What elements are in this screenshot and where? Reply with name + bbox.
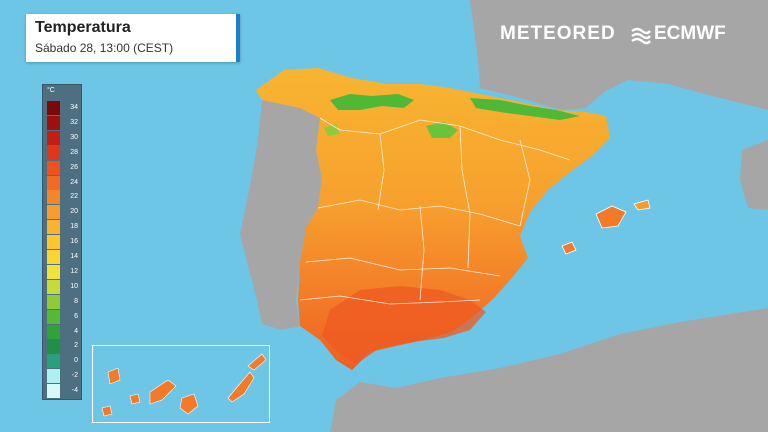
legend-label: 18 (70, 223, 78, 231)
legend-swatch (47, 294, 60, 309)
legend-swatch (47, 339, 60, 354)
ecmwf-wave-icon (631, 27, 651, 45)
legend-swatch (47, 130, 60, 145)
temperature-legend: °C 34 32 30 28 26 24 22 20 18 16 14 12 10 8 6 4 2 0 -2 -4 (42, 84, 82, 400)
legend-label: 22 (70, 193, 78, 201)
map-title: Temperatura (35, 19, 131, 36)
mallorca-island[interactable] (595, 205, 627, 229)
spain-land[interactable] (256, 68, 610, 370)
cantabrian-cool-zone (330, 94, 414, 110)
legend-label: 2 (74, 342, 78, 350)
legend-swatch (47, 324, 60, 339)
legend-swatch (47, 220, 60, 235)
portugal-land (240, 100, 322, 330)
legend-label: 0 (74, 357, 78, 365)
meteored-logo: METEORED (500, 23, 616, 44)
legend-swatch (47, 235, 60, 250)
sardinia-land (740, 140, 768, 210)
ecmwf-logo-text: ECMWF (654, 23, 726, 44)
title-card: Temperatura Sábado 28, 13:00 (CEST) (26, 14, 240, 62)
legend-swatch (47, 309, 60, 324)
legend-label: 28 (70, 148, 78, 156)
legend-label: 10 (70, 282, 78, 290)
legend-swatch (47, 384, 60, 399)
france-land (470, 0, 768, 110)
fuerteventura-island (227, 371, 255, 403)
canary-islands[interactable] (101, 353, 267, 417)
legend-swatch (47, 160, 60, 175)
region-borders (299, 117, 571, 305)
lanzarote-island (247, 353, 267, 371)
legend-label: 32 (70, 118, 78, 126)
africa-land (330, 308, 768, 432)
legend-swatch (47, 250, 60, 264)
legend-label: 24 (70, 178, 78, 186)
legend-swatch (47, 101, 60, 115)
canary-islands-inset-frame (92, 345, 270, 423)
legend-swatch (47, 190, 60, 205)
map-subtitle: Sábado 28, 13:00 (CEST) (35, 41, 174, 55)
legend-label: -4 (71, 387, 78, 395)
legend-swatch (47, 145, 60, 160)
legend-label: 16 (70, 238, 78, 246)
legend-swatch (47, 115, 60, 130)
gran-canaria-island (179, 393, 199, 415)
legend-unit: °C (47, 87, 55, 94)
legend-label: 8 (74, 297, 78, 305)
leon-cool-zone (324, 124, 340, 136)
legend-label: 4 (74, 327, 78, 335)
legend-label: 26 (70, 163, 78, 171)
ibiza-island[interactable] (561, 241, 577, 255)
el-hierro-island (101, 405, 113, 417)
legend-label: 30 (70, 133, 78, 141)
legend-label: 12 (70, 267, 78, 275)
la-palma-island (107, 367, 121, 385)
tenerife-island (149, 379, 177, 405)
legend-label: 20 (70, 208, 78, 216)
iberian-cool-zone (426, 122, 458, 138)
la-gomera-island (129, 393, 141, 405)
legend-swatch (47, 369, 60, 384)
guadalquivir-hot-zone (322, 286, 486, 364)
legend-swatch (47, 264, 60, 279)
legend-label: -2 (71, 372, 78, 380)
menorca-island[interactable] (633, 199, 651, 211)
legend-swatch (47, 175, 60, 190)
legend-label: 6 (74, 312, 78, 320)
legend-label: 14 (70, 253, 78, 260)
legend-label: 34 (70, 104, 78, 111)
legend-swatch (47, 279, 60, 294)
pyrenees-cool-zone (470, 98, 580, 120)
legend-swatch (47, 205, 60, 220)
legend-swatch (47, 354, 60, 369)
